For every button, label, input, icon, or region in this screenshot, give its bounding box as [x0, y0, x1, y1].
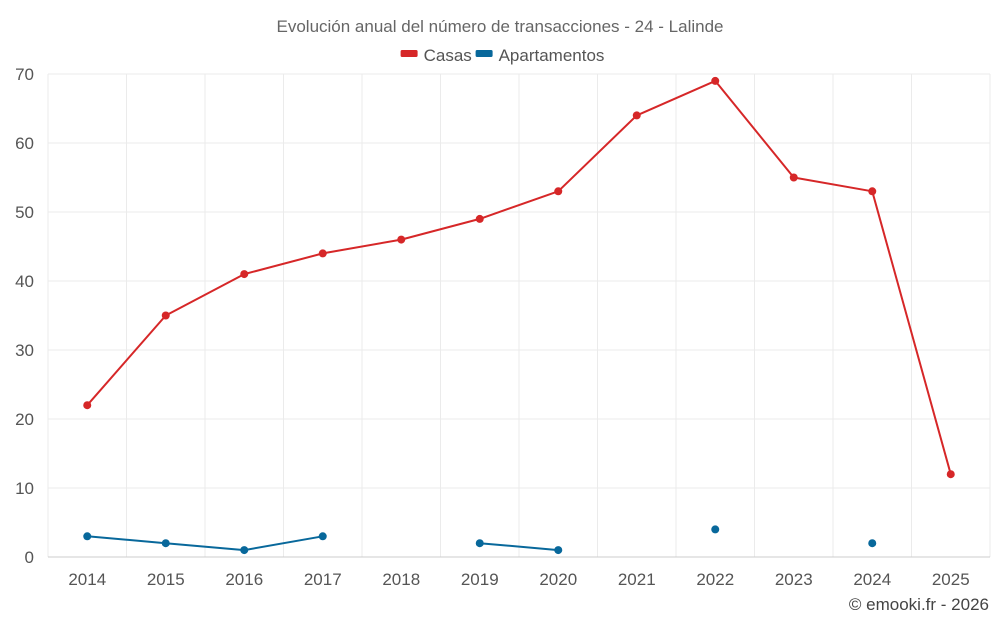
x-tick-label: 2021	[618, 570, 656, 589]
x-tick-label: 2022	[696, 570, 734, 589]
x-tick-label: 2016	[225, 570, 263, 589]
data-point[interactable]	[240, 270, 249, 279]
x-tick-label: 2014	[68, 570, 106, 589]
legend-label[interactable]: Casas	[424, 46, 472, 65]
legend-label[interactable]: Apartamentos	[499, 46, 605, 65]
x-tick-label: 2025	[932, 570, 970, 589]
x-tick-label: 2017	[304, 570, 342, 589]
data-point[interactable]	[318, 249, 327, 258]
legend: Casas Apartamentos	[400, 46, 605, 65]
data-point[interactable]	[789, 173, 798, 182]
x-tick-label: 2020	[539, 570, 577, 589]
data-point[interactable]	[711, 525, 720, 534]
x-tick-label: 2018	[382, 570, 420, 589]
data-point[interactable]	[632, 111, 641, 120]
chart-title: Evolución anual del número de transaccio…	[277, 17, 724, 36]
data-point[interactable]	[397, 235, 406, 244]
y-tick-label: 70	[15, 65, 34, 84]
y-tick-label: 10	[15, 479, 34, 498]
data-point[interactable]	[554, 546, 563, 555]
y-axis: 0 10 20 30 40 50 60 70	[15, 65, 34, 567]
x-tick-label: 2023	[775, 570, 813, 589]
x-axis: 2014 2015 2016 2017 2018 2019 2020 2021 2022 2023…	[68, 570, 969, 589]
data-point[interactable]	[711, 76, 720, 85]
x-tick-label: 2015	[147, 570, 185, 589]
x-tick-label: 2024	[853, 570, 891, 589]
data-point[interactable]	[318, 532, 327, 541]
data-point[interactable]	[240, 546, 249, 555]
y-tick-label: 40	[15, 272, 34, 291]
credit: © emooki.fr - 2026	[849, 595, 989, 614]
series-line	[479, 542, 559, 552]
x-tick-label: 2019	[461, 570, 499, 589]
legend-swatch	[400, 50, 418, 57]
series-casas	[83, 76, 955, 479]
data-point[interactable]	[161, 539, 170, 548]
data-point[interactable]	[83, 532, 92, 541]
data-point[interactable]	[868, 187, 877, 196]
y-tick-label: 0	[25, 548, 34, 567]
data-point[interactable]	[475, 539, 484, 548]
data-point[interactable]	[554, 187, 563, 196]
y-tick-label: 60	[15, 134, 34, 153]
series-apartamentos	[83, 525, 877, 555]
y-tick-label: 30	[15, 341, 34, 360]
series-layer	[83, 76, 955, 555]
y-tick-label: 20	[15, 410, 34, 429]
data-point[interactable]	[868, 539, 877, 548]
y-tick-label: 50	[15, 203, 34, 222]
data-point[interactable]	[946, 470, 955, 479]
series-line	[86, 79, 952, 475]
series-line	[87, 535, 323, 552]
grid	[47, 73, 991, 558]
legend-swatch	[475, 50, 493, 57]
data-point[interactable]	[475, 214, 484, 223]
data-point[interactable]	[161, 311, 170, 320]
data-point[interactable]	[83, 401, 92, 410]
